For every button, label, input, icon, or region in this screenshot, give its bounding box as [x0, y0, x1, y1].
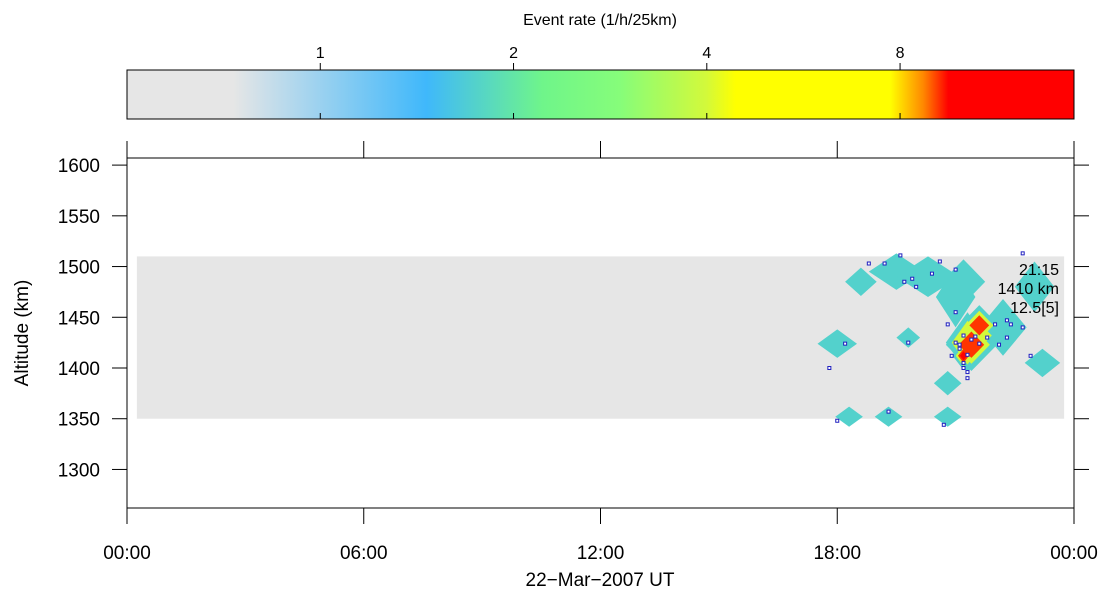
x-tick-label: 00:00 — [103, 543, 151, 564]
y-axis-left: 1300 1350 1400 1450 1500 1550 1600 — [58, 156, 127, 481]
event-marker — [997, 342, 1002, 347]
event-marker — [866, 261, 871, 266]
annotation-altitude: 1410 km — [998, 281, 1059, 298]
y-tick-label: 1600 — [58, 156, 100, 177]
annotation-time: 21:15 — [1019, 262, 1059, 279]
event-marker — [961, 333, 966, 338]
contour-level — [845, 267, 877, 296]
peak-annotation: 21:15 1410 km 12.5[5] — [998, 262, 1059, 317]
y-axis-label: Altitude (km) — [12, 280, 33, 387]
contour-level — [969, 315, 990, 336]
event-marker — [961, 366, 966, 370]
event-marker — [937, 259, 942, 264]
contour-level — [1014, 261, 1055, 313]
event-marker — [941, 422, 946, 427]
colorbar-tick-label: 8 — [896, 45, 905, 62]
contour-level — [896, 327, 921, 348]
event-marker — [1004, 318, 1009, 323]
event-marker — [1004, 335, 1009, 340]
x-tick-label: 00:00 — [1050, 543, 1098, 564]
event-marker — [910, 276, 915, 281]
event-marker — [886, 409, 891, 414]
event-marker — [977, 341, 982, 346]
event-marker — [1020, 325, 1025, 330]
contour-level — [979, 299, 1027, 356]
contour-level — [874, 406, 903, 427]
event-marker — [945, 322, 950, 327]
y-axis-right — [1074, 164, 1089, 470]
contour-level — [835, 406, 863, 427]
event-markers — [827, 251, 1033, 427]
event-marker — [993, 322, 998, 327]
annotation-rate: 12.5[5] — [1010, 300, 1059, 317]
event-marker — [965, 352, 970, 357]
colorbar-ticks — [319, 63, 901, 119]
contour-level — [941, 259, 986, 305]
y-tick-label: 1300 — [58, 460, 100, 481]
contour-level — [1024, 348, 1061, 378]
event-marker — [898, 253, 903, 258]
event-marker — [965, 376, 970, 381]
x-axis-label: 22−Mar−2007 UT — [526, 570, 675, 591]
event-marker — [953, 267, 958, 272]
event-marker — [902, 279, 907, 284]
event-marker — [1020, 251, 1025, 256]
event-marker — [985, 335, 990, 340]
x-axis-top — [126, 141, 1075, 158]
event-marker — [1008, 322, 1013, 327]
contour-level — [933, 371, 962, 396]
contour-level — [960, 351, 968, 361]
colorbar-tick-label: 1 — [316, 45, 325, 62]
y-tick-label: 1550 — [58, 207, 100, 228]
colorbar-title: Event rate (1/h/25km) — [523, 12, 677, 29]
event-marker — [953, 340, 958, 345]
y-tick-label: 1500 — [58, 258, 100, 279]
colorbar-tick-labels: 1 2 4 8 — [316, 45, 905, 62]
plot-content — [136, 251, 1065, 427]
event-marker — [953, 310, 958, 315]
event-marker — [835, 418, 840, 423]
heatmap-contours — [817, 253, 1061, 427]
x-tick-label: 18:00 — [813, 543, 861, 564]
event-marker — [969, 337, 974, 342]
event-marker — [843, 341, 848, 346]
y-tick-label: 1400 — [58, 359, 100, 380]
colorbar-tick-label: 2 — [509, 45, 518, 62]
event-marker — [906, 340, 911, 345]
event-marker — [914, 284, 919, 289]
event-marker — [949, 353, 954, 358]
x-tick-label: 12:00 — [577, 543, 625, 564]
colorbar — [126, 69, 1075, 120]
event-marker — [965, 370, 970, 375]
event-marker — [957, 342, 962, 347]
event-marker — [882, 261, 887, 266]
event-marker — [827, 366, 832, 370]
event-marker — [957, 346, 962, 351]
colorbar-tick-label: 4 — [702, 45, 711, 62]
event-marker — [1028, 353, 1033, 358]
y-tick-label: 1450 — [58, 308, 100, 329]
y-tick-label: 1350 — [58, 410, 100, 431]
x-tick-label: 06:00 — [340, 543, 388, 564]
contour-level — [933, 406, 962, 427]
event-marker — [961, 360, 966, 365]
x-axis-bottom: 00:00 06:00 12:00 18:00 00:00 — [103, 508, 1098, 564]
event-marker — [929, 271, 934, 276]
event-marker — [973, 334, 978, 339]
contour-level — [817, 329, 857, 358]
